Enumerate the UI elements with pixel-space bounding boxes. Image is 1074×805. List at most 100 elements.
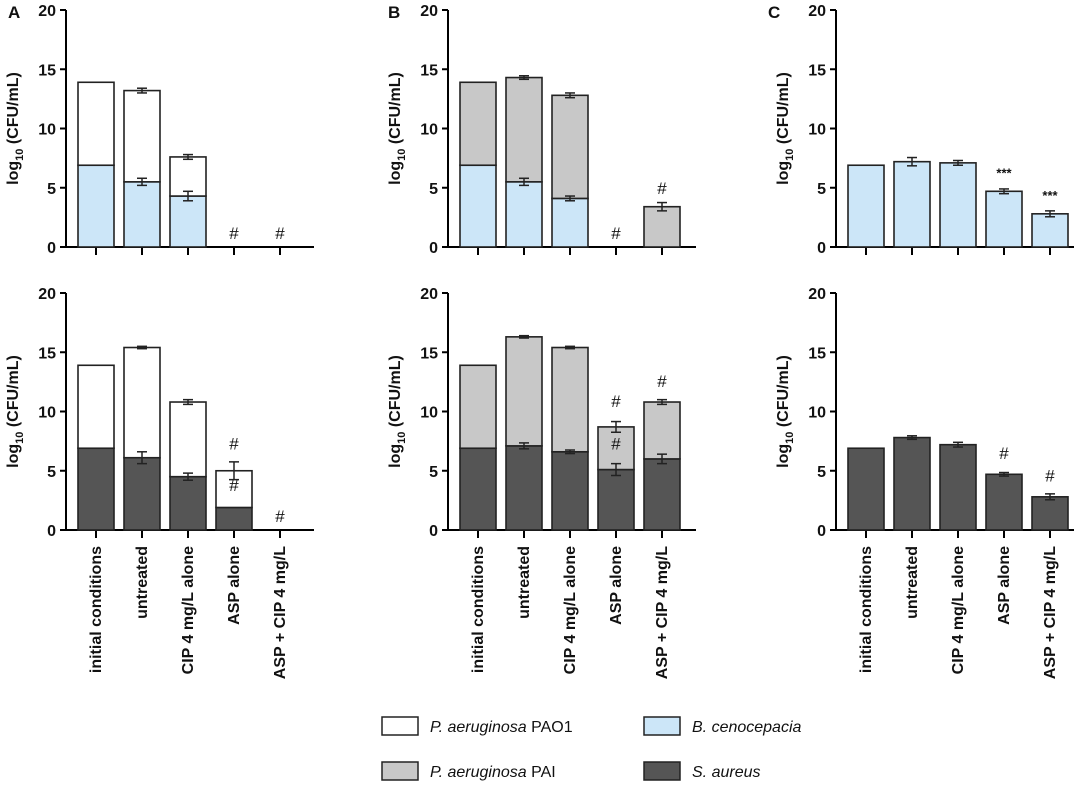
category-label: untreated <box>904 546 921 619</box>
bar-A-bottom-0-top <box>77 364 115 450</box>
bar-C-bottom-1-base <box>893 436 931 531</box>
y-tick-label: 0 <box>817 523 826 540</box>
y-tick-label: 0 <box>47 240 56 257</box>
significance-hash: # <box>1045 467 1055 486</box>
bar-A-bottom-3-base <box>215 506 253 531</box>
chart-B-bottom: 0 5 10 15 20 log10 (CFU/mL) # # # initial conditi… <box>387 286 696 679</box>
chart-A-top: 0 5 10 15 20 log10 (CFU/mL) # # <box>5 3 314 257</box>
y-tick-label: 10 <box>420 405 438 422</box>
bar-B-bottom-2-top <box>551 346 589 453</box>
chart-A-bottom: 0 5 10 15 20 log10 (CFU/mL) # # # initial conditi… <box>5 286 314 679</box>
bar-A-top-2-top <box>169 156 207 197</box>
bar-A-bottom-0-base <box>77 447 115 531</box>
legend-label: S. aureus <box>692 764 760 781</box>
significance-hash: # <box>999 444 1009 463</box>
y-axis-label: log10 (CFU/mL) <box>5 72 26 185</box>
bar-A-bottom-2-base <box>169 475 207 531</box>
panel-label-A: A <box>8 3 20 22</box>
significance-hash: # <box>275 224 285 243</box>
bar-B-bottom-3-top <box>597 426 635 471</box>
significance-hash: # <box>229 224 239 243</box>
category-label: untreated <box>516 546 533 619</box>
bar-A-top-1-base <box>123 181 161 248</box>
category-label: ASP + CIP 4 mg/L <box>1042 546 1059 679</box>
bar-A-top-0-top <box>77 81 115 167</box>
bar-B-bottom-0-base <box>459 447 497 531</box>
bar-C-top-1-base <box>893 160 931 248</box>
bar-B-bottom-1-top <box>505 336 543 447</box>
y-tick-label: 0 <box>429 523 438 540</box>
y-tick-label: 0 <box>47 523 56 540</box>
y-tick-label: 5 <box>429 464 438 481</box>
bar-B-bottom-0-top <box>459 364 497 450</box>
y-tick-label: 20 <box>420 3 438 20</box>
y-axis-label: log10 (CFU/mL) <box>5 355 26 468</box>
y-axis-label: log10 (CFU/mL) <box>775 355 796 468</box>
significance-hash: # <box>611 435 621 454</box>
bar-A-top-2-base <box>169 195 207 248</box>
category-label: ASP alone <box>996 546 1013 625</box>
legend: P. aeruginosa PAO1 B. cenocepacia P. aerug… <box>381 716 802 781</box>
bar-B-top-0-base <box>459 164 497 248</box>
y-tick-label: 15 <box>38 62 56 79</box>
category-label: initial conditions <box>858 546 875 673</box>
bar-A-bottom-2-top <box>169 401 207 478</box>
y-tick-label: 10 <box>808 122 826 139</box>
significance-hash: # <box>229 476 239 495</box>
bar-C-top-3-base <box>985 190 1023 248</box>
y-tick-label: 20 <box>420 286 438 303</box>
y-tick-label: 10 <box>808 405 826 422</box>
bar-B-bottom-4-top <box>643 401 681 460</box>
y-tick-label: 5 <box>817 181 826 198</box>
category-label: ASP + CIP 4 mg/L <box>272 546 289 679</box>
category-label: ASP + CIP 4 mg/L <box>654 546 671 679</box>
y-tick-label: 5 <box>47 464 56 481</box>
bar-A-bottom-1-top <box>123 346 161 459</box>
bar-B-top-2-top <box>551 94 589 200</box>
chart-C-bottom: 0 5 10 15 20 log10 (CFU/mL) # # initial conditio… <box>775 286 1074 679</box>
bar-B-bottom-2-base <box>551 450 589 531</box>
y-tick-label: 0 <box>429 240 438 257</box>
y-tick-label: 20 <box>808 286 826 303</box>
significance-hash: # <box>275 507 285 526</box>
legend-label: P. aeruginosa PAO1 <box>430 719 573 736</box>
y-tick-label: 10 <box>420 122 438 139</box>
y-tick-label: 20 <box>38 286 56 303</box>
bar-B-top-1-top <box>505 76 543 183</box>
category-label: ASP alone <box>226 546 243 625</box>
bar-B-top-2-base <box>551 197 589 248</box>
category-label: initial conditions <box>470 546 487 673</box>
y-tick-label: 5 <box>817 464 826 481</box>
bar-C-bottom-3-base <box>985 473 1023 531</box>
y-tick-label: 15 <box>808 345 826 362</box>
panel-label-B: B <box>388 3 400 22</box>
bar-C-top-0-base <box>847 164 885 248</box>
bar-B-top-4-top <box>643 205 681 248</box>
significance-hash: # <box>611 224 621 243</box>
chart-B-top: 0 5 10 15 20 log10 (CFU/mL) # # <box>387 3 696 257</box>
y-axis-label: log10 (CFU/mL) <box>775 72 796 185</box>
y-tick-label: 15 <box>420 62 438 79</box>
legend-label: P. aeruginosa PAI <box>430 764 556 781</box>
significance-hash: # <box>229 435 239 454</box>
legend-swatch <box>381 761 419 781</box>
significance-hash: # <box>657 179 667 198</box>
bar-A-top-0-base <box>77 164 115 248</box>
bar-A-bottom-1-base <box>123 456 161 531</box>
y-tick-label: 15 <box>420 345 438 362</box>
bar-A-top-1-top <box>123 89 161 183</box>
category-label: CIP 4 mg/L alone <box>950 546 967 674</box>
bar-B-bottom-4-base <box>643 458 681 531</box>
bar-C-bottom-4-base <box>1031 496 1069 531</box>
y-tick-label: 20 <box>38 3 56 20</box>
y-tick-label: 15 <box>38 345 56 362</box>
bar-C-top-4-base <box>1031 213 1069 248</box>
bar-B-top-0-top <box>459 81 497 167</box>
legend-label: B. cenocepacia <box>692 719 802 736</box>
bar-C-bottom-2-base <box>939 443 977 531</box>
category-label: CIP 4 mg/L alone <box>562 546 579 674</box>
significance-stars: *** <box>996 165 1012 180</box>
y-axis-label: log10 (CFU/mL) <box>387 72 408 185</box>
panel-label-C: C <box>768 3 780 22</box>
significance-hash: # <box>657 372 667 391</box>
